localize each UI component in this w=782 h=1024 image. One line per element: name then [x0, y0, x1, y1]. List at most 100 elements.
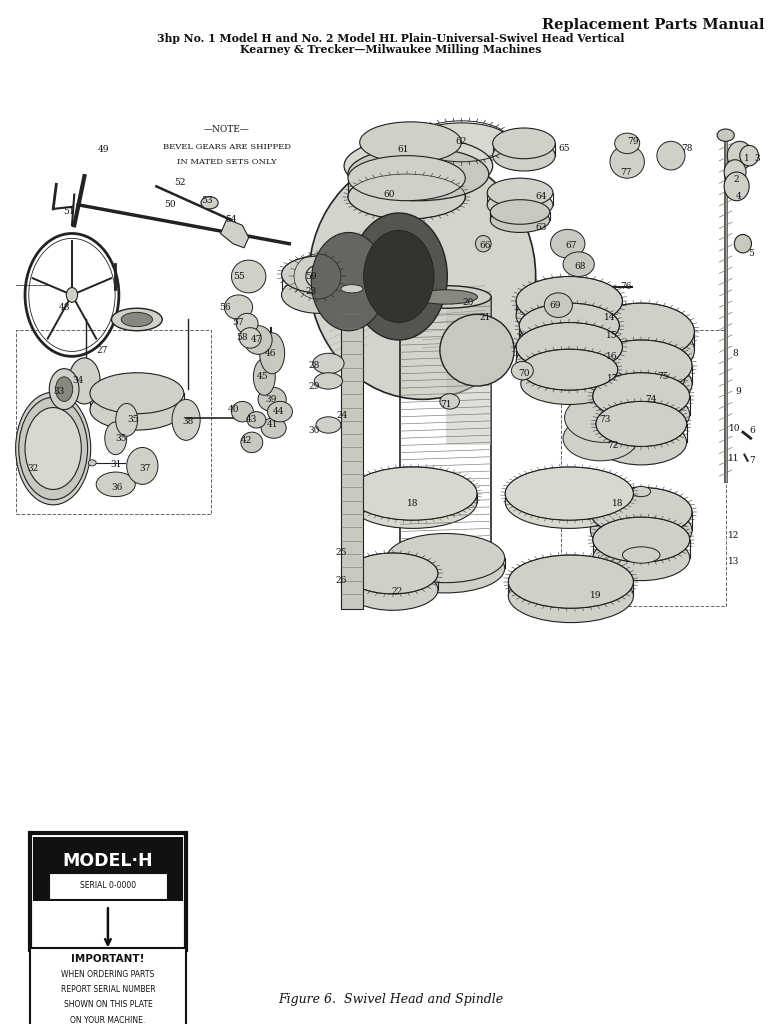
Text: 6: 6: [749, 426, 755, 434]
Ellipse shape: [96, 472, 135, 497]
Text: 37: 37: [140, 465, 151, 473]
Text: 74: 74: [645, 395, 656, 403]
Text: 56: 56: [220, 303, 231, 311]
Text: BEVEL GEARS ARE SHIPPED: BEVEL GEARS ARE SHIPPED: [163, 143, 291, 152]
Text: 58: 58: [237, 334, 248, 342]
Ellipse shape: [413, 123, 510, 160]
Ellipse shape: [231, 260, 266, 293]
Text: 31: 31: [110, 461, 121, 469]
Ellipse shape: [590, 506, 692, 555]
Text: 77: 77: [620, 168, 631, 176]
Ellipse shape: [341, 285, 363, 293]
Ellipse shape: [487, 190, 553, 219]
Text: 17: 17: [608, 375, 619, 383]
Ellipse shape: [610, 145, 644, 178]
Text: SERIAL 0-0000: SERIAL 0-0000: [80, 882, 136, 890]
Ellipse shape: [516, 276, 622, 326]
Ellipse shape: [490, 208, 550, 232]
Circle shape: [66, 288, 77, 302]
Ellipse shape: [127, 447, 158, 484]
Ellipse shape: [414, 290, 478, 304]
Ellipse shape: [596, 420, 687, 465]
Ellipse shape: [253, 358, 275, 395]
Text: 39: 39: [265, 395, 276, 403]
Text: 9: 9: [735, 387, 741, 395]
Text: 68: 68: [575, 262, 586, 270]
Ellipse shape: [314, 373, 343, 389]
Ellipse shape: [348, 147, 489, 201]
Text: 40: 40: [228, 406, 239, 414]
Ellipse shape: [241, 432, 263, 453]
Text: 44: 44: [273, 408, 284, 416]
Text: —NOTE—: —NOTE—: [204, 125, 249, 134]
Ellipse shape: [244, 326, 272, 354]
Ellipse shape: [544, 293, 572, 317]
Text: 59: 59: [306, 272, 317, 281]
Ellipse shape: [593, 391, 690, 438]
Ellipse shape: [112, 308, 163, 331]
Text: 20: 20: [462, 298, 473, 306]
Polygon shape: [622, 492, 660, 555]
Ellipse shape: [231, 401, 253, 422]
Circle shape: [350, 213, 447, 340]
Text: 64: 64: [536, 193, 547, 201]
Ellipse shape: [521, 349, 618, 390]
Text: 29: 29: [309, 382, 320, 390]
Text: 12: 12: [728, 531, 739, 540]
Ellipse shape: [19, 397, 88, 500]
Ellipse shape: [121, 312, 152, 327]
Ellipse shape: [508, 569, 633, 623]
Ellipse shape: [56, 377, 73, 401]
Ellipse shape: [348, 174, 465, 219]
Text: 60: 60: [384, 190, 395, 199]
Text: 8: 8: [732, 349, 738, 357]
Text: 73: 73: [600, 416, 611, 424]
Ellipse shape: [516, 337, 622, 386]
Ellipse shape: [316, 417, 341, 433]
Text: 3hp No. 1 Model H and No. 2 Model HL Plain-Universal-Swivel Head Vertical: 3hp No. 1 Model H and No. 2 Model HL Pla…: [157, 33, 625, 44]
FancyBboxPatch shape: [30, 833, 186, 950]
Ellipse shape: [344, 137, 493, 195]
Text: 57: 57: [232, 318, 243, 327]
Ellipse shape: [588, 322, 694, 379]
Ellipse shape: [727, 141, 752, 170]
Ellipse shape: [116, 403, 138, 436]
Text: 51: 51: [63, 208, 74, 216]
Text: ON YOUR MACHINE.: ON YOUR MACHINE.: [70, 1016, 145, 1024]
Ellipse shape: [724, 172, 749, 201]
Polygon shape: [221, 219, 249, 248]
Circle shape: [364, 230, 434, 323]
Text: 78: 78: [681, 144, 692, 153]
Ellipse shape: [88, 460, 96, 466]
Ellipse shape: [25, 408, 81, 489]
Text: WHEN ORDERING PARTS: WHEN ORDERING PARTS: [61, 970, 155, 979]
Text: 72: 72: [608, 441, 619, 450]
Text: Figure 6.  Swivel Head and Spindle: Figure 6. Swivel Head and Spindle: [278, 992, 504, 1006]
Circle shape: [311, 232, 386, 331]
Ellipse shape: [439, 394, 460, 409]
Text: 76: 76: [620, 283, 631, 291]
Text: 62: 62: [456, 137, 467, 145]
Ellipse shape: [400, 286, 491, 308]
Text: 1: 1: [744, 155, 750, 163]
Text: 65: 65: [559, 144, 570, 153]
Text: Replacement Parts Manual: Replacement Parts Manual: [542, 18, 765, 33]
Ellipse shape: [439, 314, 515, 386]
Text: 5: 5: [748, 250, 754, 258]
Text: 75: 75: [658, 373, 669, 381]
Ellipse shape: [201, 197, 218, 209]
Ellipse shape: [16, 392, 91, 505]
Ellipse shape: [519, 317, 619, 362]
Ellipse shape: [588, 303, 694, 360]
Text: 69: 69: [550, 301, 561, 309]
Ellipse shape: [717, 129, 734, 141]
Text: 14: 14: [604, 313, 615, 322]
Text: 23: 23: [306, 288, 317, 296]
Ellipse shape: [596, 401, 687, 446]
Ellipse shape: [90, 373, 184, 414]
Ellipse shape: [563, 416, 638, 461]
Ellipse shape: [236, 313, 258, 334]
Ellipse shape: [309, 154, 536, 399]
Ellipse shape: [306, 265, 329, 288]
Ellipse shape: [493, 140, 555, 171]
